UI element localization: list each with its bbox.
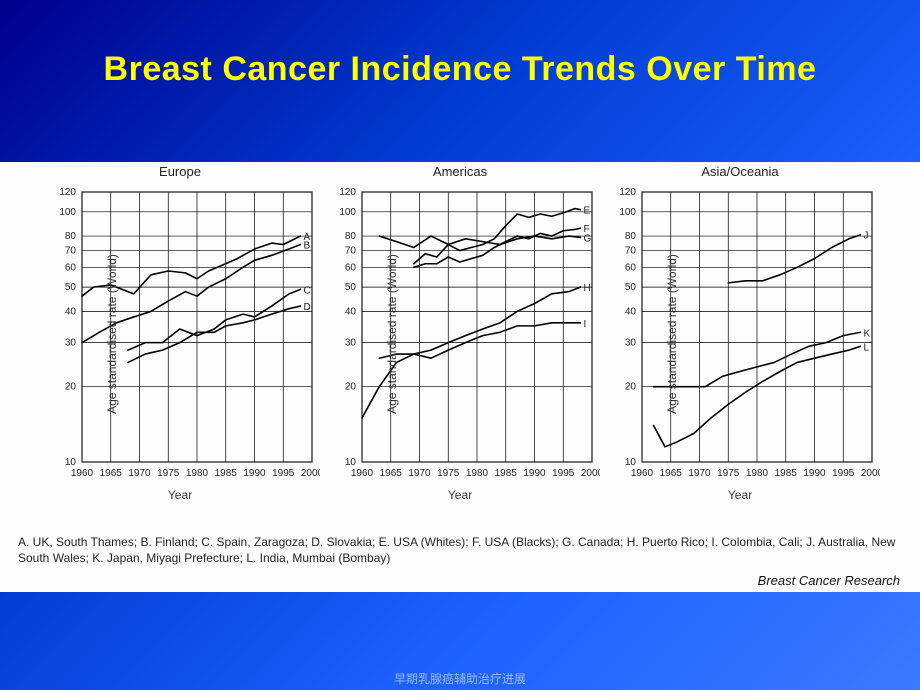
svg-text:1970: 1970 [688, 468, 711, 479]
svg-text:1980: 1980 [746, 468, 769, 479]
x-axis-label: Year [40, 488, 320, 502]
svg-text:40: 40 [65, 306, 77, 317]
chart-panels: Europe 1960 1965 1970 1975 1980 1985 1990 1995 20… [0, 166, 920, 516]
svg-text:80: 80 [625, 231, 637, 242]
chart-svg: 1960 1965 1970 1975 1980 1985 1990 1995 2000 10 20… [600, 178, 880, 498]
chart-panel: Americas 1960 1965 1970 1975 1980 1985 1990 1995… [320, 166, 600, 502]
slide: Breast Cancer Incidence Trends Over Time… [0, 0, 920, 690]
svg-text:60: 60 [345, 262, 357, 273]
panel-title: Americas [320, 164, 600, 179]
source-citation: Breast Cancer Research [758, 573, 900, 588]
chart-panel: Asia/Oceania 1960 1965 1970 1975 1980 1985 1990… [600, 166, 880, 502]
svg-text:70: 70 [65, 246, 77, 257]
series-label: H [584, 283, 591, 294]
series-label: C [304, 285, 311, 296]
svg-text:1960: 1960 [351, 468, 374, 479]
series-label: E [584, 206, 591, 217]
svg-text:1995: 1995 [552, 468, 575, 479]
slide-title: Breast Cancer Incidence Trends Over Time [0, 50, 920, 89]
svg-text:1980: 1980 [466, 468, 489, 479]
svg-text:50: 50 [65, 282, 77, 293]
chart-area: Europe 1960 1965 1970 1975 1980 1985 1990 1995 20… [0, 162, 920, 592]
svg-text:120: 120 [339, 187, 356, 198]
svg-text:40: 40 [625, 306, 637, 317]
svg-text:10: 10 [65, 457, 77, 468]
svg-text:1980: 1980 [186, 468, 209, 479]
svg-text:1985: 1985 [495, 468, 518, 479]
series-line [414, 228, 581, 267]
svg-text:1985: 1985 [215, 468, 238, 479]
svg-text:1960: 1960 [631, 468, 654, 479]
svg-text:50: 50 [345, 282, 357, 293]
panel-title: Europe [40, 164, 320, 179]
svg-text:30: 30 [625, 338, 637, 349]
svg-text:1975: 1975 [717, 468, 740, 479]
svg-text:120: 120 [59, 187, 76, 198]
svg-text:20: 20 [345, 382, 357, 393]
slide-footnote: 早期乳腺癌辅助治疗进展 [0, 670, 920, 687]
series-label: B [304, 241, 311, 252]
svg-text:20: 20 [65, 382, 77, 393]
svg-text:60: 60 [625, 262, 637, 273]
svg-text:30: 30 [345, 338, 357, 349]
svg-text:60: 60 [65, 262, 77, 273]
svg-text:70: 70 [345, 246, 357, 257]
x-axis-label: Year [320, 488, 600, 502]
svg-text:80: 80 [345, 231, 357, 242]
svg-text:1970: 1970 [128, 468, 151, 479]
svg-text:70: 70 [625, 246, 637, 257]
svg-text:100: 100 [339, 207, 356, 218]
series-label: K [864, 328, 871, 339]
svg-text:40: 40 [345, 306, 357, 317]
svg-text:100: 100 [59, 207, 76, 218]
svg-text:1995: 1995 [272, 468, 295, 479]
series-label: J [864, 231, 869, 242]
series-label: L [864, 342, 870, 353]
svg-text:2000: 2000 [301, 468, 320, 479]
series-label: I [584, 319, 587, 330]
chart-svg: 1960 1965 1970 1975 1980 1985 1990 1995 2000 10 20… [320, 178, 600, 498]
series-line [728, 235, 860, 283]
svg-text:50: 50 [625, 282, 637, 293]
svg-text:2000: 2000 [861, 468, 880, 479]
svg-text:1965: 1965 [100, 468, 123, 479]
svg-text:1975: 1975 [157, 468, 180, 479]
series-line [379, 323, 580, 358]
chart-svg: 1960 1965 1970 1975 1980 1985 1990 1995 2000 10 20… [40, 178, 320, 498]
svg-text:2000: 2000 [581, 468, 600, 479]
svg-text:1975: 1975 [437, 468, 460, 479]
svg-text:1985: 1985 [775, 468, 798, 479]
y-axis-label: Age standardised rate (World) [665, 254, 679, 414]
svg-text:1965: 1965 [380, 468, 403, 479]
svg-text:30: 30 [65, 338, 77, 349]
svg-text:1995: 1995 [832, 468, 855, 479]
svg-text:10: 10 [625, 457, 637, 468]
svg-text:1965: 1965 [660, 468, 683, 479]
svg-text:1990: 1990 [523, 468, 546, 479]
svg-text:80: 80 [65, 231, 77, 242]
series-label: D [304, 302, 311, 313]
chart-panel: Europe 1960 1965 1970 1975 1980 1985 1990 1995 20… [40, 166, 320, 502]
svg-text:1990: 1990 [243, 468, 266, 479]
legend-caption: A. UK, South Thames; B. Finland; C. Spai… [18, 534, 902, 566]
svg-text:1970: 1970 [408, 468, 431, 479]
y-axis-label: Age standardised rate (World) [385, 254, 399, 414]
svg-text:100: 100 [619, 207, 636, 218]
svg-text:120: 120 [619, 187, 636, 198]
panel-title: Asia/Oceania [600, 164, 880, 179]
svg-text:1960: 1960 [71, 468, 94, 479]
series-line [128, 289, 301, 350]
svg-text:20: 20 [625, 382, 637, 393]
series-label: G [584, 233, 592, 244]
x-axis-label: Year [600, 488, 880, 502]
series-line [128, 306, 301, 362]
svg-text:1990: 1990 [803, 468, 826, 479]
svg-text:10: 10 [345, 457, 357, 468]
y-axis-label: Age standardised rate (World) [105, 254, 119, 414]
